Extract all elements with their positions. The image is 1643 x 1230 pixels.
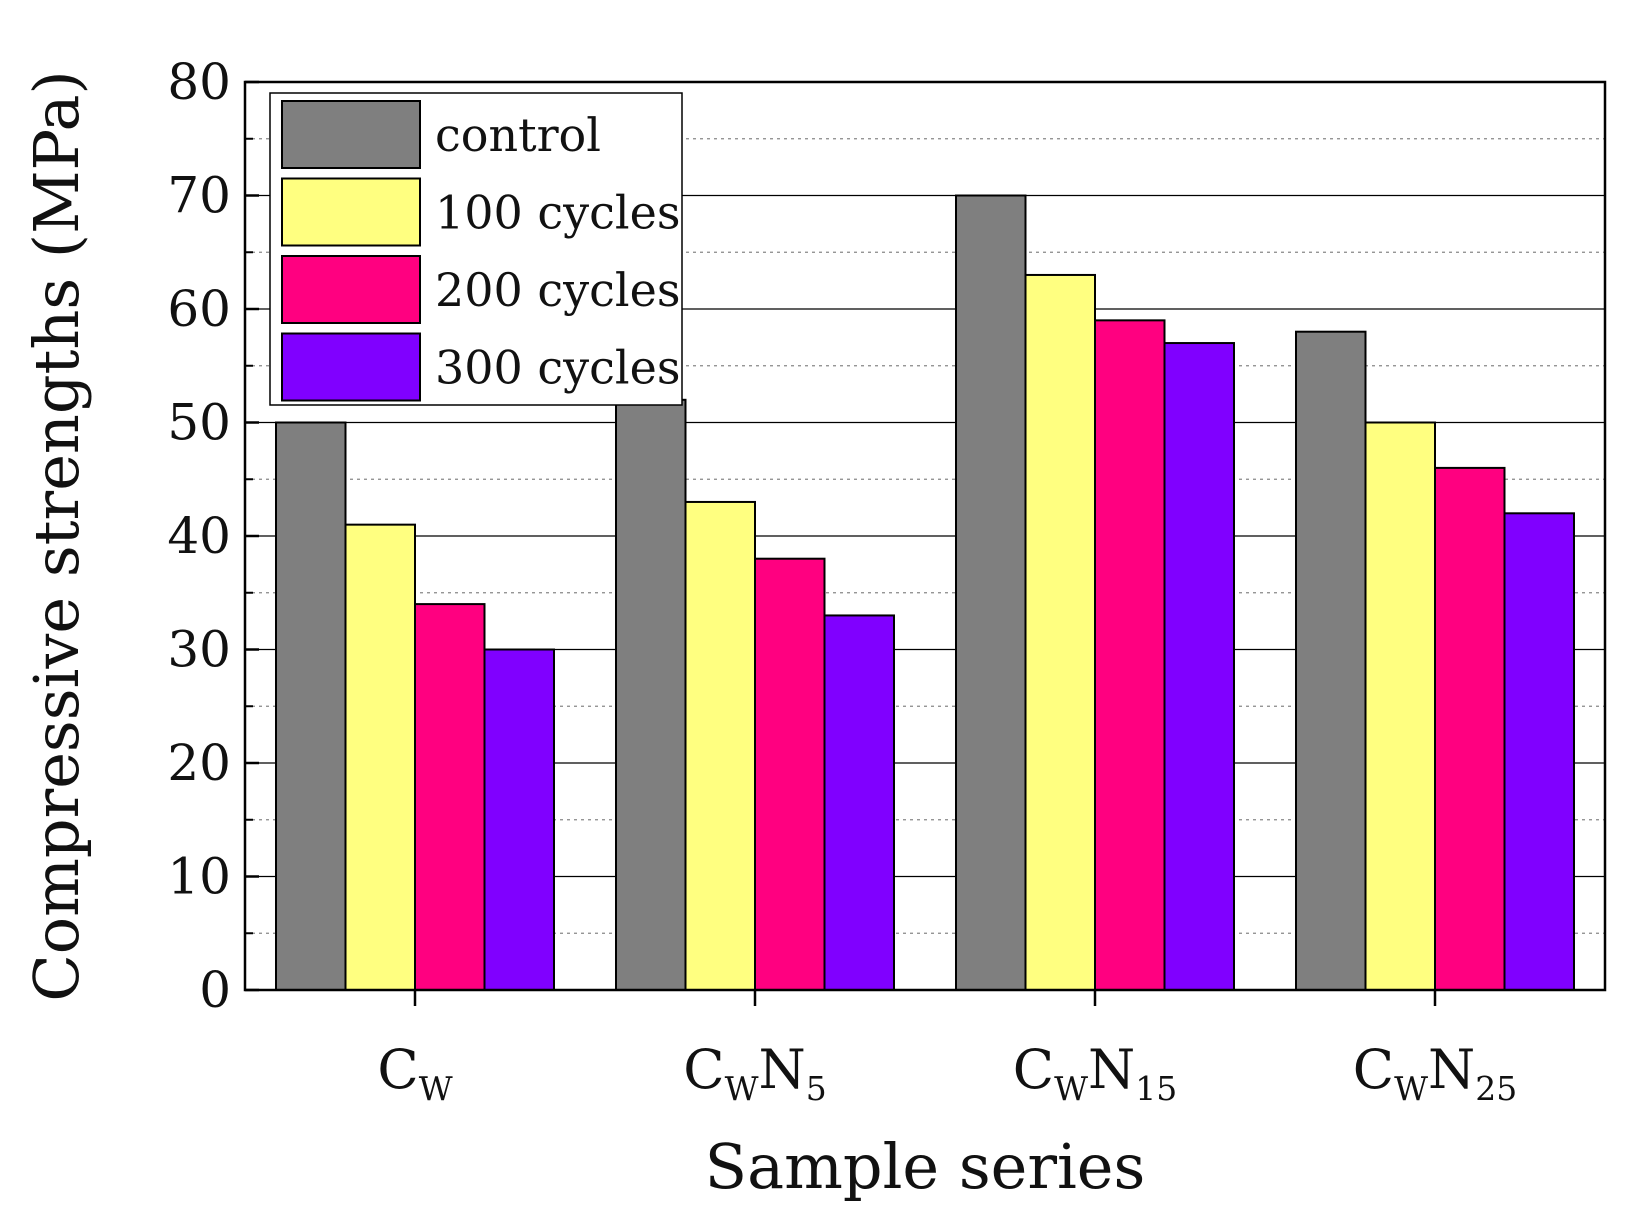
y-tick-label: 40 — [167, 507, 231, 565]
bar-cw-100-cycles — [344, 523, 416, 992]
legend-label-100-cycles: 100 cycles — [435, 186, 680, 240]
legend-swatch-200-cycles — [281, 255, 421, 324]
y-tick-label: 10 — [167, 848, 231, 906]
y-tick-label: 20 — [167, 734, 231, 792]
bar-cwn15-control — [955, 194, 1027, 991]
x-tick-label-cwn25: CWN25 — [1353, 1038, 1518, 1108]
bar-cwn15-300-cycles — [1163, 342, 1235, 991]
legend-label-control: control — [435, 108, 601, 162]
bar-cwn25-100-cycles — [1364, 421, 1436, 991]
y-axis-title: Compressive strengths (MPa) — [20, 70, 93, 1001]
y-tick-label: 30 — [167, 621, 231, 679]
legend-swatch-control — [281, 100, 421, 169]
y-tick-label: 0 — [199, 961, 231, 1019]
x-tick-label-cw: CW — [377, 1038, 452, 1108]
x-tick-label-cwn15: CWN15 — [1013, 1038, 1178, 1108]
bar-cwn5-control — [615, 398, 687, 991]
bar-cwn15-100-cycles — [1024, 273, 1096, 991]
bar-cw-control — [275, 421, 347, 991]
bar-cwn15-200-cycles — [1094, 319, 1166, 992]
legend-label-300-cycles: 300 cycles — [435, 341, 680, 395]
legend-swatch-300-cycles — [281, 332, 421, 402]
axes: 0 10 20 30 40 50 60 70 80 CW CWN5 CWN15 CWN25 — [167, 53, 1517, 1108]
y-tick-label: 60 — [167, 280, 231, 338]
y-tick-label: 50 — [167, 394, 231, 452]
bar-cwn5-200-cycles — [754, 557, 826, 991]
bar-cw-200-cycles — [414, 603, 486, 991]
bar-cwn25-300-cycles — [1503, 512, 1575, 991]
bars — [275, 194, 1575, 992]
bar-cwn25-200-cycles — [1434, 466, 1506, 991]
bar-cw-300-cycles — [483, 648, 555, 991]
legend-label-200-cycles: 200 cycles — [435, 263, 680, 317]
x-tick-label-cwn5: CWN5 — [683, 1038, 827, 1108]
bar-cwn5-100-cycles — [684, 500, 756, 991]
legend-swatch-100-cycles — [281, 177, 421, 247]
bar-cwn25-control — [1295, 330, 1367, 991]
x-axis-title: Sample series — [705, 1130, 1146, 1203]
y-tick-label: 70 — [167, 167, 231, 225]
legend: control 100 cycles 200 cycles 300 cycles — [269, 92, 683, 406]
y-tick-label: 80 — [167, 53, 231, 111]
bar-cwn5-300-cycles — [823, 614, 895, 991]
